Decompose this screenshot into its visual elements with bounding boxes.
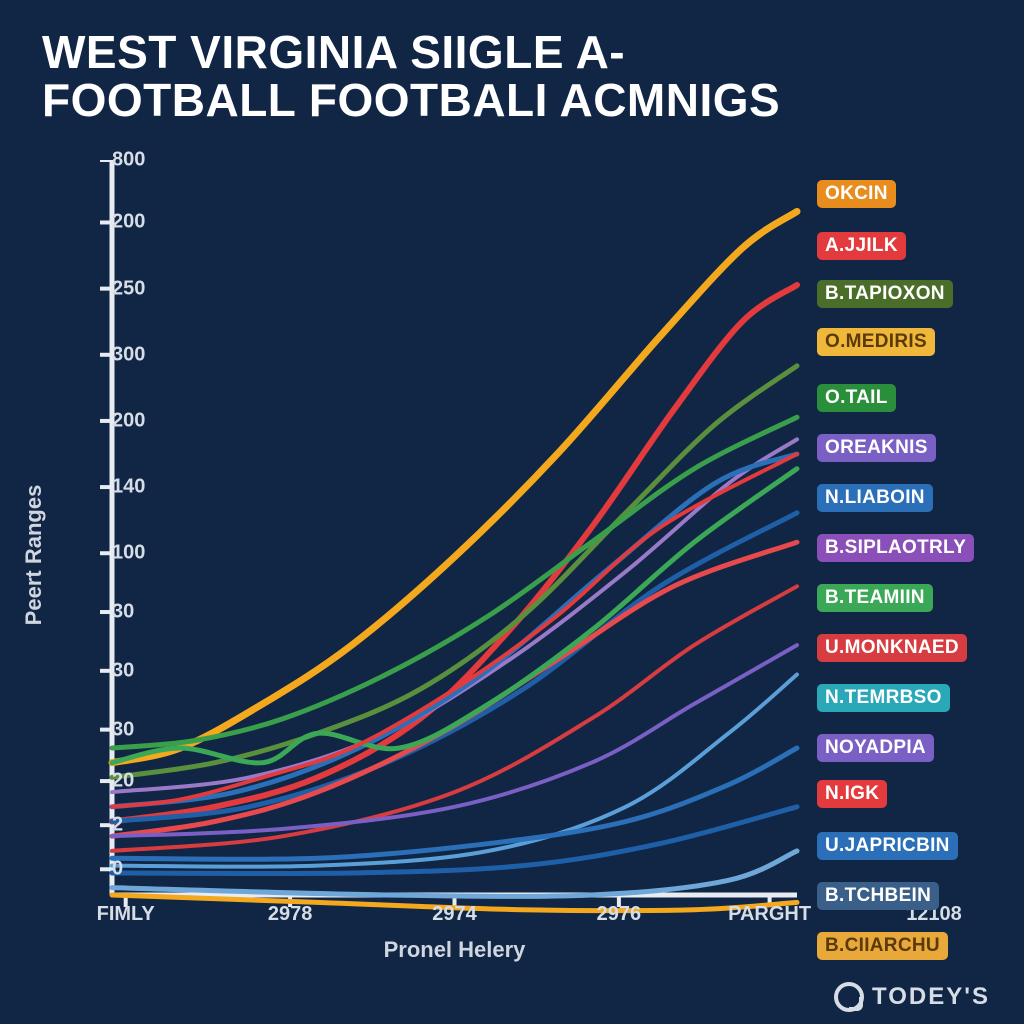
series-line bbox=[112, 417, 797, 748]
series-label: OREAKNIS bbox=[817, 434, 936, 462]
series-label: O.TAIL bbox=[817, 384, 896, 412]
y-tick-label: 100 bbox=[112, 542, 122, 565]
series-label: N.TEMRBSO bbox=[817, 684, 950, 712]
brand-logo-text: TODEY'S bbox=[872, 983, 990, 1011]
chart-title: WEST VIRGINIA SIIGLE A- FOOTBALL FOOTBAL… bbox=[42, 28, 780, 125]
y-tick-label: 200 bbox=[112, 409, 122, 432]
x-tick-label: 2976 bbox=[597, 895, 642, 926]
series-label: B.CIIARCHU bbox=[817, 932, 948, 960]
x-tick-label: FIMLY bbox=[97, 895, 155, 926]
series-label: U.JAPRICBIN bbox=[817, 832, 958, 860]
title-line2: FOOTBALL FOOTBALI ACMNIGS bbox=[42, 76, 780, 124]
series-label: A.JJILK bbox=[817, 232, 906, 260]
y-tick-label: 30 bbox=[112, 601, 122, 624]
series-label: OKCIN bbox=[817, 180, 896, 208]
series-label: B.TAPIOXON bbox=[817, 280, 953, 308]
x-tick-label: PARGHT bbox=[728, 895, 811, 926]
series-label: N.IGK bbox=[817, 780, 887, 808]
title-line1: WEST VIRGINIA SIIGLE A- bbox=[42, 28, 780, 76]
line-chart: Peert Ranges 800200250300200140100303030… bbox=[42, 160, 982, 950]
brand-logo: TODEY'S bbox=[834, 982, 990, 1012]
y-tick-label: 30 bbox=[112, 718, 122, 741]
y-tick-label: 20 bbox=[112, 770, 122, 793]
series-label: B.TCHBEIN bbox=[817, 882, 939, 910]
series-label: U.MONKNAED bbox=[817, 634, 967, 662]
brand-logo-icon bbox=[834, 982, 864, 1012]
y-tick-label: 300 bbox=[112, 343, 122, 366]
x-tick-label: 2978 bbox=[268, 895, 313, 926]
series-line bbox=[112, 366, 797, 778]
x-axis-label: Pronel Helery bbox=[384, 937, 526, 963]
series-label: NOYADPIA bbox=[817, 734, 934, 762]
y-tick-label: 140 bbox=[112, 476, 122, 499]
series-label: O.MEDIRIS bbox=[817, 328, 935, 356]
y-tick-label: 2 bbox=[112, 814, 122, 837]
series-label: B.TEAMIIN bbox=[817, 584, 933, 612]
y-tick-label: 250 bbox=[112, 277, 122, 300]
y-tick-label: 30 bbox=[112, 659, 122, 682]
y-tick-label: 200 bbox=[112, 211, 122, 234]
series-line bbox=[112, 807, 797, 874]
x-tick-label: 2974 bbox=[432, 895, 477, 926]
series-label: B.SIPLAOTRLY bbox=[817, 534, 974, 562]
y-tick-label: 800 bbox=[112, 149, 122, 172]
series-line bbox=[112, 211, 797, 762]
y-tick-label: 0 bbox=[112, 858, 122, 881]
series-label: N.LIABOIN bbox=[817, 484, 933, 512]
